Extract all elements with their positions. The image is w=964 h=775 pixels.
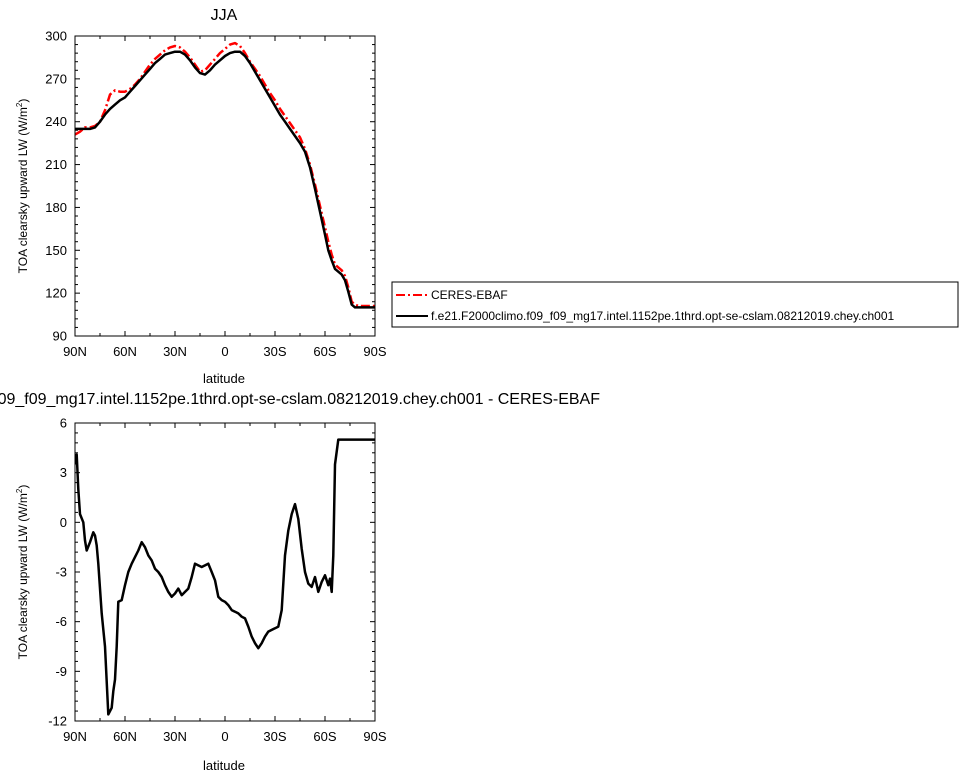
upper-x-tick-label: 0	[221, 344, 228, 359]
upper-y-tick-label: 150	[45, 243, 67, 258]
lower-x-tick-label: 30S	[263, 729, 286, 744]
lower-series-group	[75, 438, 375, 716]
upper-series-line-0	[75, 41, 375, 308]
upper-tick-marks: 90N 60N 30N 0 30S 60S 90S 90 120 150 180 210 240 270 3…	[45, 29, 387, 360]
lower-y-tick-label: -3	[55, 565, 67, 580]
upper-x-tick-label: 90N	[63, 344, 87, 359]
lower-y-tick-label: -9	[55, 664, 67, 679]
lower-y-tick-label: 6	[60, 416, 67, 431]
upper-y-tick-label: 240	[45, 114, 67, 129]
legend-label-model: f.e21.F2000climo.f09_f09_mg17.intel.1152…	[431, 309, 895, 323]
upper-y-tick-label: 180	[45, 200, 67, 215]
upper-chart-title: JJA	[211, 7, 238, 24]
upper-plot-area: 90N 60N 30N 0 30S 60S 90S 90 120 150 180 210 240 270 3…	[45, 29, 387, 360]
lower-x-tick-label: 0	[221, 729, 228, 744]
lower-series-line-0	[75, 438, 375, 716]
upper-y-axis-label: TOA clearsky upward LW (W/m2)	[15, 99, 30, 274]
upper-y-tick-label: 90	[53, 329, 67, 344]
lower-chart: f.e21.F2000climo.f09_f09_mg17.intel.1152…	[0, 391, 600, 773]
upper-x-tick-label: 60S	[313, 344, 336, 359]
lower-y-tick-label: 3	[60, 465, 67, 480]
lower-x-tick-label: 60N	[113, 729, 137, 744]
upper-chart: JJA 90N 60N 30N 0 30S 60S 90S 90 120 150 180 210 240…	[15, 7, 959, 386]
upper-series-line-1	[75, 50, 375, 309]
upper-y-tick-label: 270	[45, 71, 67, 86]
upper-y-tick-label: 210	[45, 157, 67, 172]
lower-chart-title: f.e21.F2000climo.f09_f09_mg17.intel.1152…	[0, 391, 600, 408]
lower-y-tick-label: -6	[55, 614, 67, 629]
lower-y-axis-label: TOA clearsky upward LW (W/m2)	[15, 485, 30, 660]
lower-tick-marks: 90N 60N 30N 0 30S 60S 90S -12 -9 -6 -3 0 3 6	[48, 416, 387, 745]
lower-y-tick-label: 0	[60, 515, 67, 530]
upper-chart-legend: CERES-EBAF f.e21.F2000climo.f09_f09_mg17…	[391, 281, 959, 328]
lower-x-tick-label: 60S	[313, 729, 336, 744]
upper-x-tick-label: 90S	[363, 344, 386, 359]
upper-x-tick-label: 60N	[113, 344, 137, 359]
lower-y-tick-label: -12	[48, 714, 67, 729]
upper-y-tick-label: 120	[45, 286, 67, 301]
upper-x-tick-label: 30N	[163, 344, 187, 359]
legend-label-ceres: CERES-EBAF	[431, 288, 508, 302]
upper-y-tick-label: 300	[45, 29, 67, 44]
upper-plot-frame	[74, 35, 376, 337]
lower-x-axis-label: latitude	[203, 758, 245, 773]
lower-plot-area: 90N 60N 30N 0 30S 60S 90S -12 -9 -6 -3 0 3 6	[48, 416, 387, 745]
lower-x-tick-label: 30N	[163, 729, 187, 744]
upper-x-tick-label: 30S	[263, 344, 286, 359]
lower-x-tick-label: 90N	[63, 729, 87, 744]
lower-x-tick-label: 90S	[363, 729, 386, 744]
upper-x-axis-label: latitude	[203, 371, 245, 386]
lower-plot-frame	[74, 422, 376, 722]
upper-series-group	[75, 41, 375, 309]
legend-box	[391, 281, 959, 328]
